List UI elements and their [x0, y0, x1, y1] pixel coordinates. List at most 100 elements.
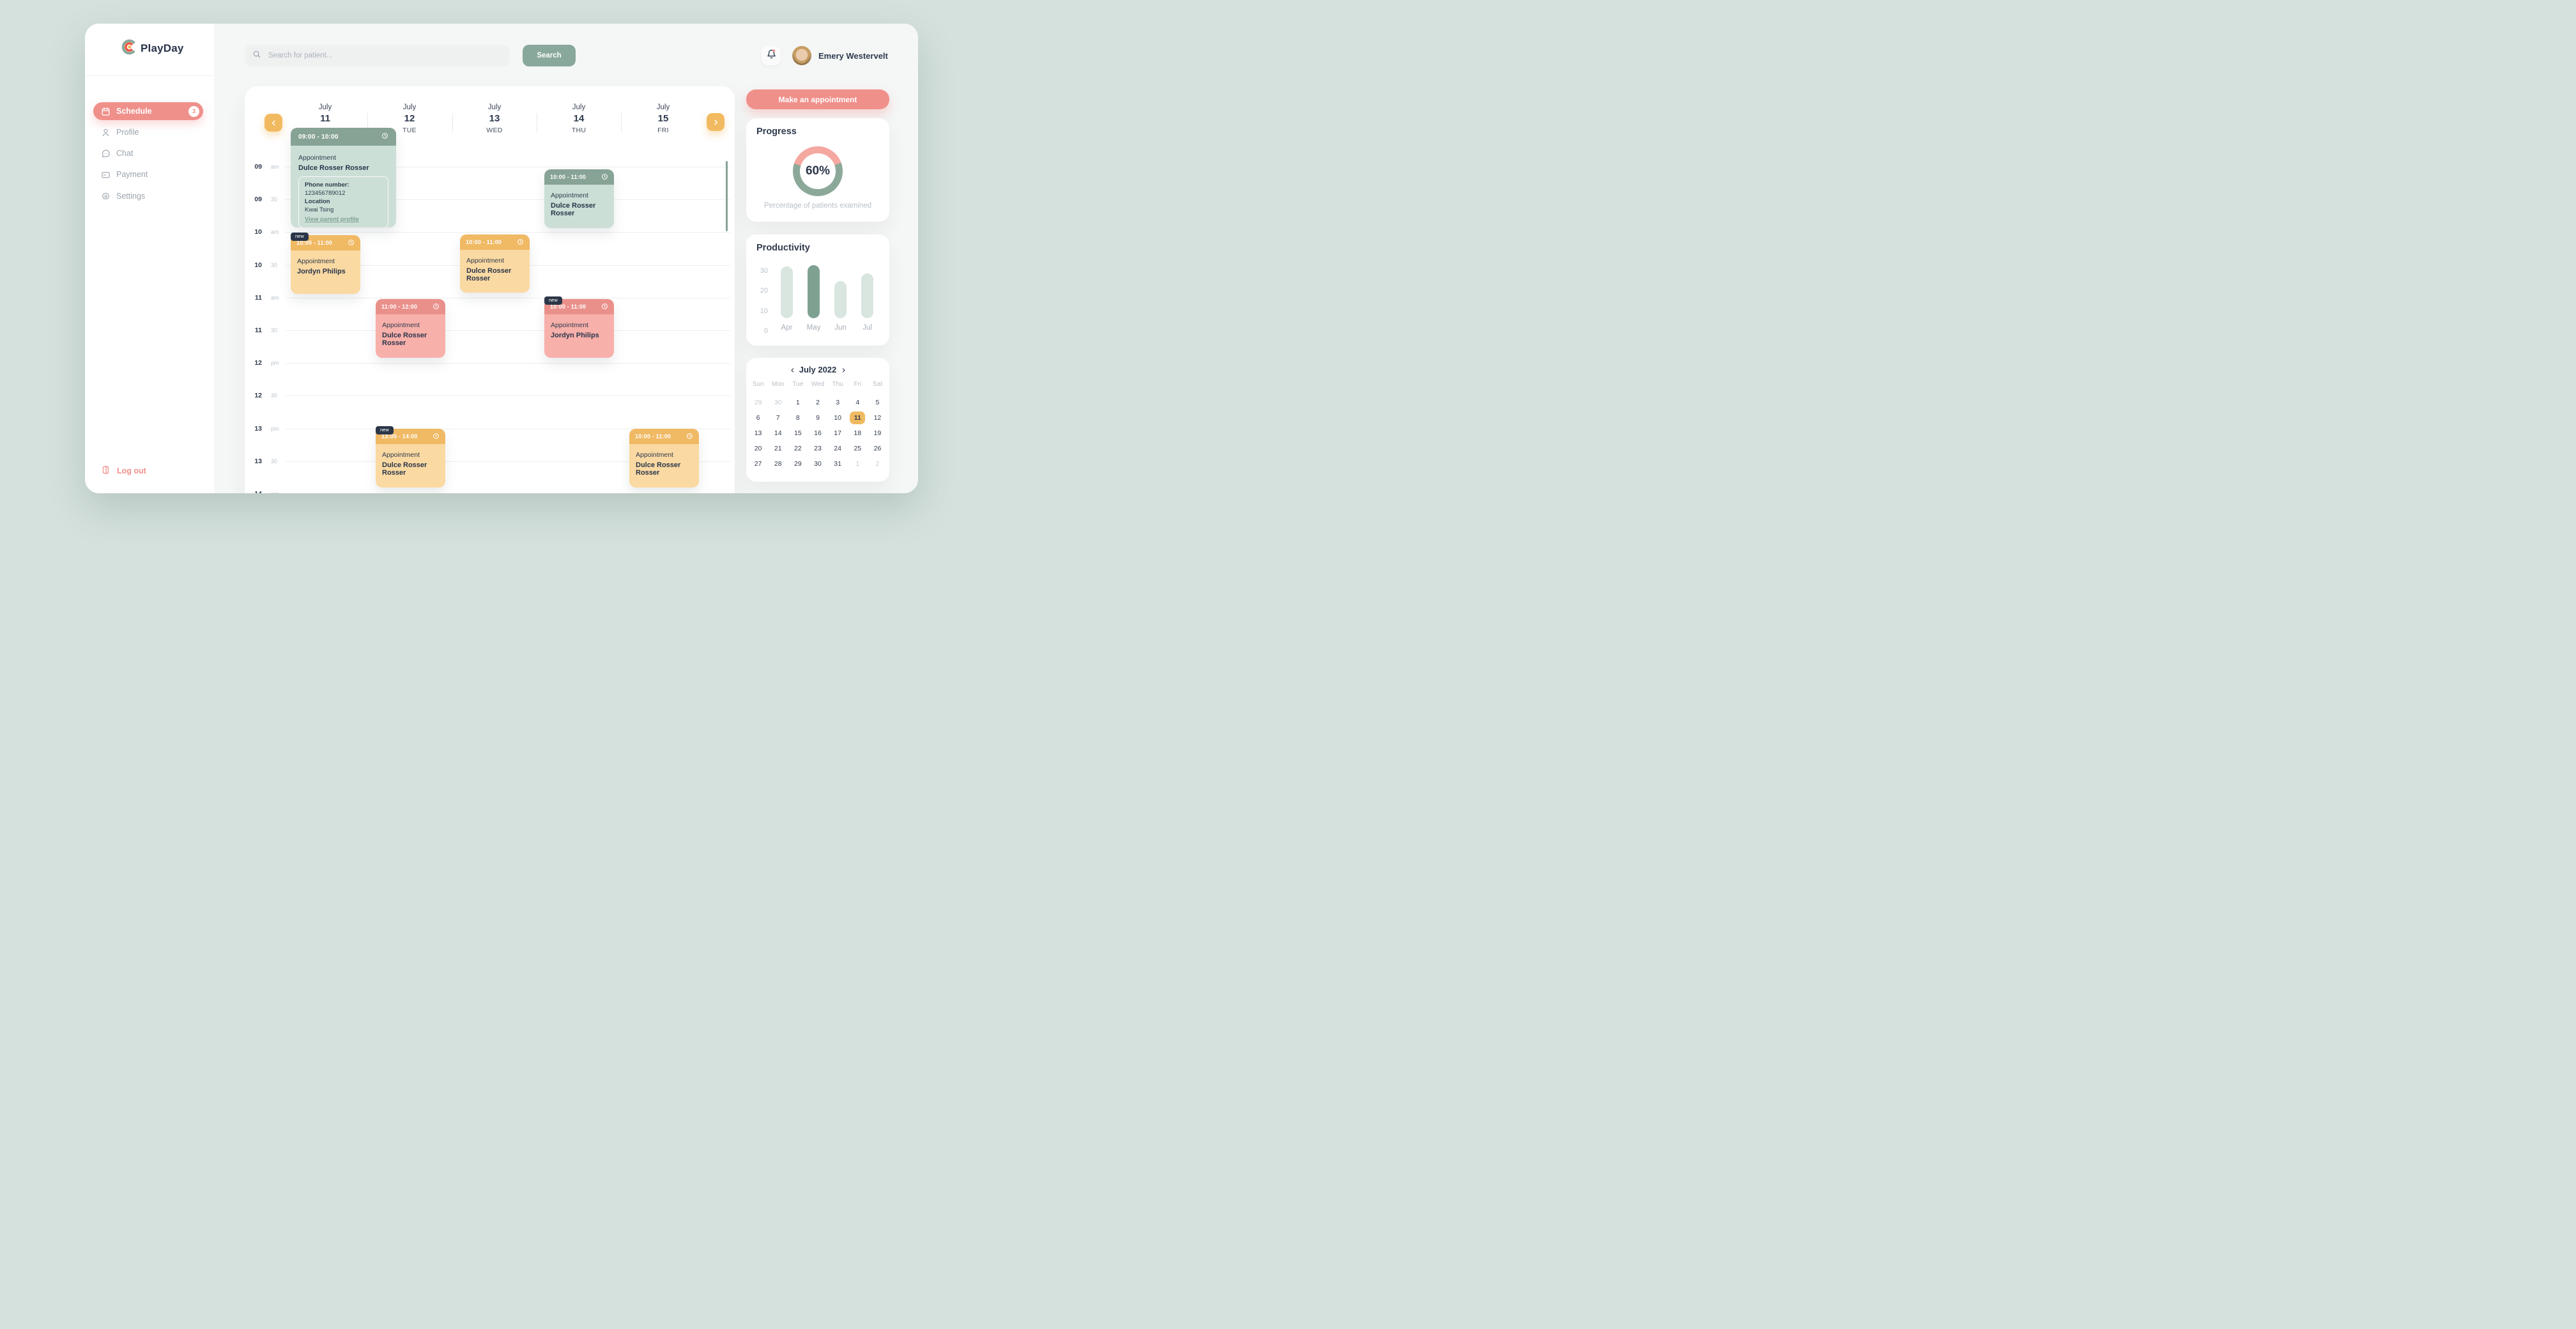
- make-appointment-button[interactable]: Make an appointment: [746, 89, 889, 109]
- calendar-day[interactable]: 5: [875, 399, 880, 406]
- calendar-day[interactable]: 29: [754, 399, 762, 406]
- calendar-day[interactable]: 19: [873, 429, 882, 437]
- clock-icon: [517, 238, 524, 247]
- appointment-card[interactable]: new 13:00 - 14:00 Appointment Dulce: [376, 426, 445, 488]
- user-avatar[interactable]: [792, 46, 811, 65]
- chat-icon: [101, 149, 111, 158]
- logout-button[interactable]: Log out: [101, 462, 146, 480]
- calendar-next-icon[interactable]: [838, 364, 848, 376]
- calendar-day[interactable]: 16: [814, 429, 822, 437]
- next-day-button[interactable]: [707, 113, 724, 131]
- y-axis-label: 10: [760, 307, 768, 315]
- y-axis-label: 20: [760, 287, 768, 295]
- appointment-card[interactable]: 11:00 - 12:00 Appointment Dulce Rosser R…: [376, 299, 445, 358]
- appointment-type: Appointment: [382, 451, 420, 459]
- y-axis-label: 30: [760, 267, 768, 275]
- appointment-time: 10:00 - 11:00: [466, 239, 502, 245]
- schedule-scrollbar[interactable]: [726, 161, 728, 231]
- calendar-day[interactable]: 8: [795, 414, 800, 422]
- column-divider: [367, 113, 368, 132]
- calendar-day[interactable]: 3: [836, 399, 840, 406]
- notifications-button[interactable]: [762, 46, 781, 65]
- sidebar-item-schedule[interactable]: Schedule 3: [93, 102, 203, 120]
- appointment-card[interactable]: 10:00 - 11:00 Appointment Dulce Rosser R…: [544, 169, 614, 228]
- x-axis-label: Jul: [862, 324, 872, 332]
- calendar-day[interactable]: 30: [774, 399, 782, 406]
- app-window: PlayDay Schedule 3 Profile: [85, 24, 918, 493]
- bar[interactable]: Jul: [861, 273, 873, 332]
- appointment-patient: Dulce Rosser Rosser: [636, 461, 681, 477]
- calendar-day[interactable]: 14: [774, 429, 782, 437]
- calendar-day[interactable]: 27: [754, 460, 762, 468]
- calendar-day[interactable]: 10: [834, 414, 841, 422]
- appointment-time-header: 11:00 - 12:00: [376, 299, 445, 314]
- calendar-day[interactable]: 2: [875, 460, 880, 468]
- search-button[interactable]: Search: [523, 45, 576, 66]
- calendar-day[interactable]: 31: [834, 460, 841, 468]
- calendar-day[interactable]: 29: [794, 460, 802, 468]
- calendar-day[interactable]: 11: [850, 411, 866, 424]
- prev-day-button[interactable]: [264, 114, 282, 132]
- sidebar-item-profile[interactable]: Profile: [93, 123, 203, 141]
- appointments-layer: 09:00 - 10:00 Appointment Dulce Rosser R…: [245, 86, 735, 493]
- appointment-time-header: 13:00 - 14:00: [376, 429, 445, 444]
- appointment-card[interactable]: 10:00 - 11:00 Appointment Dulce Rosser R…: [460, 234, 530, 293]
- bar[interactable]: Apr: [781, 266, 793, 332]
- day-header-july-13[interactable]: July 13 WED: [486, 104, 503, 134]
- appointment-patient: Dulce Rosser Rosser: [382, 332, 427, 347]
- sidebar-divider: [85, 75, 214, 76]
- calendar-day[interactable]: 17: [834, 429, 841, 437]
- calendar-day[interactable]: 1: [795, 399, 800, 406]
- bar[interactable]: May: [807, 265, 820, 332]
- calendar-day[interactable]: 15: [794, 429, 802, 437]
- view-parent-profile-link[interactable]: View parent profile: [305, 216, 359, 223]
- appointment-patient: Jordyn Philips: [551, 332, 599, 339]
- appointment-time: 13:00 - 14:00: [381, 433, 418, 440]
- calendar-day[interactable]: 12: [873, 414, 882, 422]
- calendar-day[interactable]: 28: [774, 460, 782, 468]
- search-field[interactable]: [245, 45, 509, 66]
- gear-icon: [101, 192, 111, 201]
- sidebar-item-payment[interactable]: Payment: [93, 165, 203, 183]
- calendar-day[interactable]: 20: [754, 445, 762, 452]
- appointment-card[interactable]: 09:00 - 10:00 Appointment Dulce Rosser R…: [291, 128, 396, 227]
- weekday-label: Tue: [792, 381, 804, 388]
- appointment-type: Appointment: [551, 192, 588, 199]
- calendar-day[interactable]: 24: [834, 445, 841, 452]
- calendar-day[interactable]: 7: [776, 414, 780, 422]
- calendar-day[interactable]: 6: [756, 414, 760, 422]
- day-header-july-15[interactable]: July 15 FRI: [656, 104, 670, 134]
- brand-name: PlayDay: [141, 42, 184, 54]
- appointment-card[interactable]: 10:00 - 11:00 Appointment Dulce Rosser R…: [629, 429, 699, 488]
- bar[interactable]: Jun: [834, 281, 847, 332]
- sidebar-item-settings[interactable]: Settings: [93, 187, 203, 205]
- day-header-july-11[interactable]: July 11: [318, 104, 332, 124]
- day-header-july-12[interactable]: July 12 TUE: [402, 104, 417, 134]
- appointment-card[interactable]: new 10:00 - 11:00 Appointment Jordyn: [544, 296, 614, 358]
- calendar-day[interactable]: 4: [855, 399, 860, 406]
- progress-title: Progress: [756, 127, 797, 137]
- calendar-day[interactable]: 26: [873, 445, 882, 452]
- calendar-day[interactable]: 21: [774, 445, 782, 452]
- appointment-time-header: 10:00 - 11:00: [629, 429, 699, 444]
- search-input[interactable]: [267, 51, 502, 60]
- calendar-day[interactable]: 30: [814, 460, 822, 468]
- appointment-patient: Dulce Rosser Rosser: [551, 202, 596, 217]
- appointment-body: Appointment Dulce Rosser Rosser: [376, 314, 445, 358]
- appointment-time-header: 10:00 - 11:00: [460, 234, 530, 250]
- weekday-label: Wed: [811, 381, 825, 388]
- calendar-day[interactable]: 13: [754, 429, 762, 437]
- calendar-day[interactable]: 23: [814, 445, 822, 452]
- sidebar-item-chat[interactable]: Chat: [93, 144, 203, 162]
- calendar-day[interactable]: 9: [816, 414, 820, 422]
- calendar-day[interactable]: 18: [854, 429, 862, 437]
- calendar-day[interactable]: 1: [855, 460, 860, 468]
- calendar-day[interactable]: 25: [854, 445, 862, 452]
- calendar-day[interactable]: 2: [816, 399, 820, 406]
- day-header-july-14[interactable]: July 14 THU: [571, 104, 586, 134]
- calendar-day[interactable]: 22: [794, 445, 802, 452]
- calendar-prev-icon[interactable]: [787, 364, 797, 376]
- productivity-bars: Apr May Jun Jul: [746, 234, 889, 346]
- appointment-type: Appointment: [298, 154, 336, 162]
- appointment-card[interactable]: new 10:00 - 11:00 Appointment Jordyn: [291, 233, 360, 294]
